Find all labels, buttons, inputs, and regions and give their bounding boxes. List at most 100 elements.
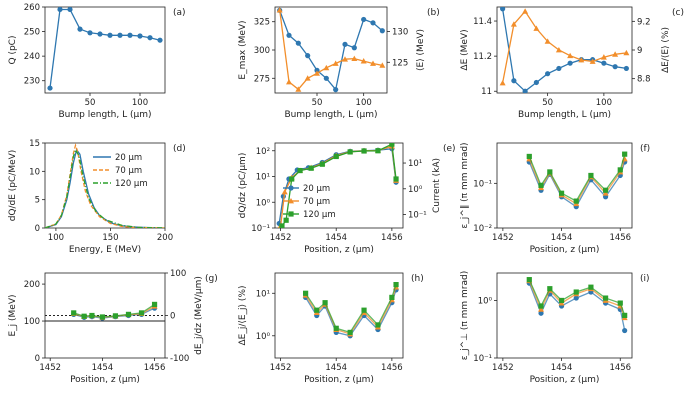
y-tick-label: 11.2 — [473, 52, 492, 62]
data-point — [538, 310, 544, 316]
data-point — [297, 167, 303, 174]
data-point — [107, 32, 113, 38]
x-tick-label: 1452 — [270, 363, 292, 373]
data-point — [511, 78, 517, 84]
data-point — [602, 295, 609, 301]
data-point — [389, 143, 395, 147]
y-right-tick-label: 100 — [170, 269, 186, 279]
x-tick-label: 100 — [48, 233, 64, 243]
series-line-EE — [501, 10, 627, 84]
data-point — [112, 313, 119, 319]
panel-a: 50 100 230 240 250 260 Bump length, L (µm) Q (p… — [8, 3, 186, 120]
y-tick-label: 11 — [481, 87, 492, 97]
x-axis-label: Position, z (µm) — [304, 375, 374, 385]
data-point — [510, 21, 517, 27]
panel-h: 1452 1454 1456 10⁰ 10¹ Position, z (µm) ΔE_j/⟨… — [238, 272, 424, 385]
data-point — [526, 277, 532, 283]
data-point — [370, 20, 376, 26]
data-point — [602, 190, 609, 196]
y-axis-label: E_max (MeV) — [238, 20, 248, 79]
data-point — [360, 58, 367, 64]
data-point — [538, 306, 545, 312]
y-tick-label: 0 — [35, 224, 40, 234]
data-point — [57, 7, 63, 13]
data-point — [87, 30, 93, 36]
data-point — [547, 286, 553, 292]
data-point — [333, 153, 339, 160]
data-point — [617, 167, 623, 173]
x-tick-label: 1456 — [609, 233, 631, 243]
panel-e: 1452 1454 1456 10⁻¹ 10⁰ 10¹ 10² 10⁻¹ 10⁰ 10¹ Posit… — [238, 142, 456, 255]
data-point — [295, 86, 302, 92]
data-point — [612, 64, 618, 70]
plot-frame — [496, 272, 633, 359]
data-point — [137, 33, 143, 39]
y-tick-label: 10⁻¹ — [473, 179, 492, 189]
legend-label: 70 µm — [115, 166, 142, 176]
data-point — [573, 198, 579, 204]
data-point — [319, 161, 325, 167]
data-point — [500, 7, 506, 12]
y-tick-label: 200 — [24, 280, 40, 290]
y-tick-label: 10¹ — [256, 289, 270, 299]
data-point — [281, 189, 288, 195]
x-tick-label: 1456 — [609, 363, 631, 373]
data-point — [600, 54, 607, 60]
y-tick-label: 15 — [29, 139, 40, 149]
data-point — [589, 58, 596, 64]
data-point — [323, 75, 329, 81]
data-point — [99, 314, 105, 320]
plot-frame — [496, 142, 633, 229]
data-point — [295, 40, 301, 46]
plot-area — [47, 7, 163, 91]
legend: 20 µm 70 µm 120 µm — [93, 153, 148, 189]
data-point — [617, 300, 623, 306]
plot-area — [276, 7, 386, 93]
data-point — [573, 295, 579, 301]
panel-label: (h) — [411, 274, 424, 284]
panel-f: 1452 1454 1456 10⁻² 10⁻¹ Position, z (µm) ε_j^… — [460, 142, 650, 255]
data-point — [303, 290, 309, 296]
data-point — [286, 32, 292, 38]
y-tick-label: 10⁰ — [256, 198, 271, 208]
y-tick-label: 230 — [24, 77, 40, 87]
y-tick-label: 10⁰ — [256, 332, 271, 342]
panel-label: (c) — [672, 8, 684, 18]
y-axis-label: ΔE_j/⟨E_j⟩ (%) — [238, 285, 248, 345]
data-point — [556, 65, 562, 72]
legend-marker — [288, 198, 294, 204]
plot-area — [45, 143, 165, 228]
data-point — [322, 300, 328, 306]
data-point — [375, 148, 381, 154]
data-point — [125, 311, 132, 317]
data-point — [323, 64, 330, 71]
data-point — [622, 327, 628, 334]
y-right-tick-label: 130 — [392, 28, 408, 38]
y-tick-label: 100 — [24, 317, 40, 327]
y-right-tick-label: 8.8 — [637, 75, 651, 85]
series-line-120m — [281, 143, 397, 227]
data-point — [393, 282, 399, 288]
plot-frame — [44, 142, 166, 229]
x-axis-label: Position, z (µm) — [70, 375, 140, 385]
x-tick-label: 200 — [157, 233, 173, 243]
data-point — [305, 53, 311, 59]
data-point — [555, 47, 562, 53]
series-line-Q — [49, 8, 161, 89]
x-tick-label: 100 — [132, 98, 148, 108]
y-tick-label: 300 — [254, 46, 270, 56]
data-point — [623, 65, 629, 72]
legend: 20 µm 70 µm 120 µm — [283, 184, 336, 220]
data-point — [81, 313, 87, 319]
data-point — [538, 182, 544, 188]
data-point — [333, 325, 339, 331]
x-axis-label: Position, z (µm) — [530, 245, 600, 255]
y-right-tick-label: -100 — [170, 354, 189, 364]
data-point — [147, 35, 153, 41]
y-tick-label: 250 — [24, 28, 40, 38]
plot-area — [499, 7, 630, 93]
x-tick-label: 1452 — [270, 233, 292, 243]
series-line-Emax — [279, 10, 383, 92]
panel-d: 100 150 200 0 5 10 15 Energy, E (MeV) dQ/dE (pC/… — [8, 139, 186, 255]
legend-label: 70 µm — [303, 197, 330, 207]
